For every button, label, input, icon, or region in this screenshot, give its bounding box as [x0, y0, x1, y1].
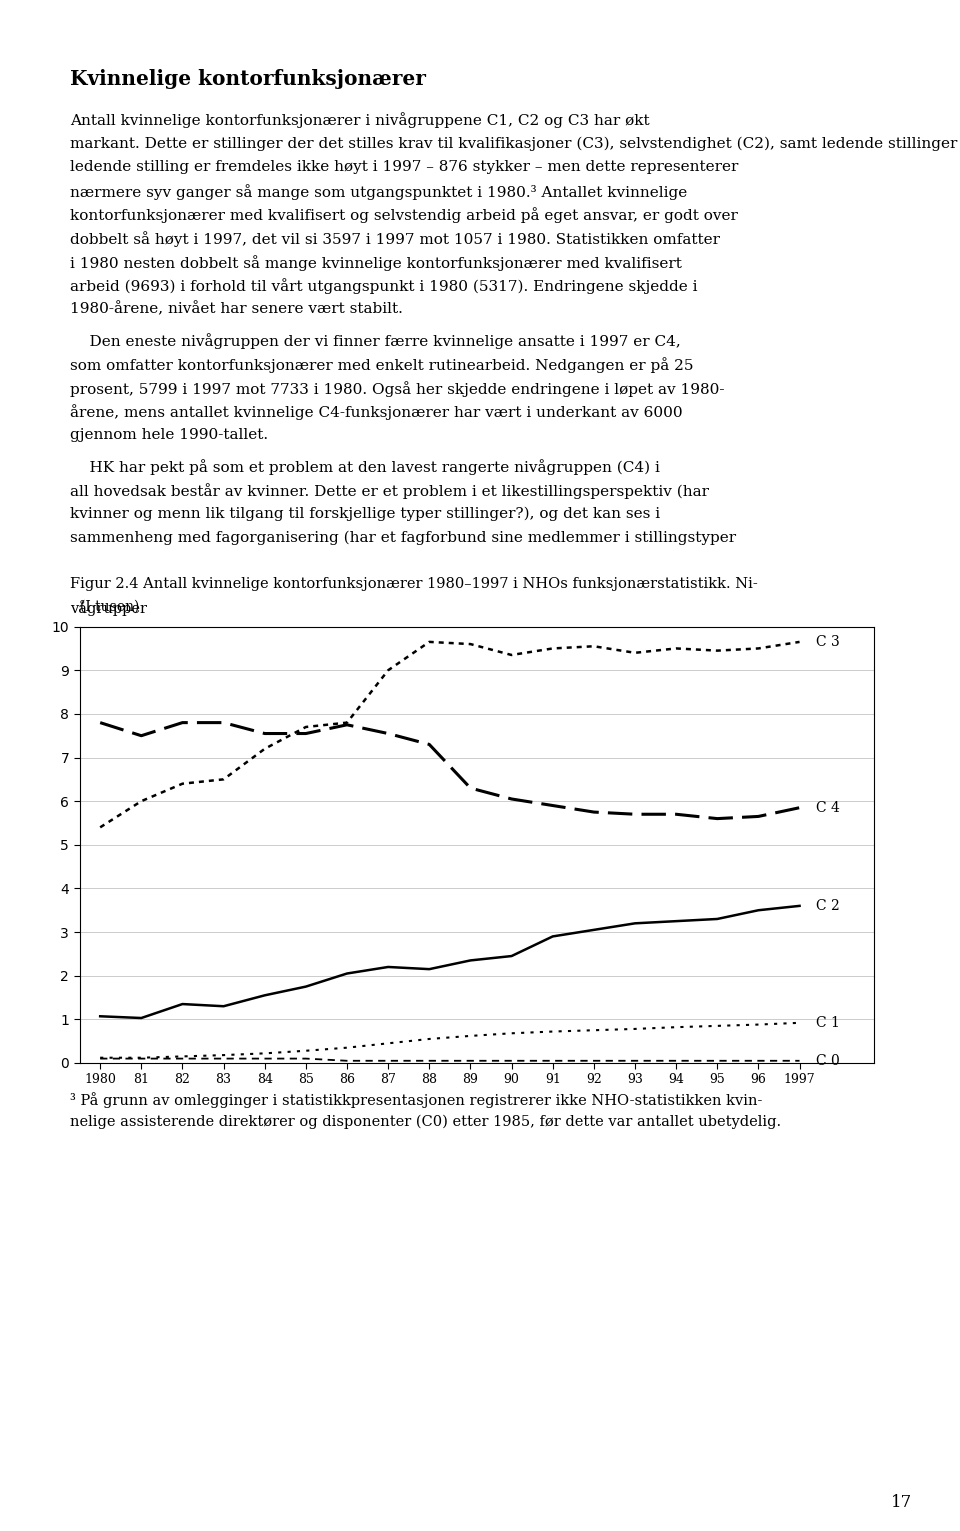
Text: nærmere syv ganger så mange som utgangspunktet i 1980.³ Antallet kvinnelige: nærmere syv ganger så mange som utgangsp…	[70, 184, 687, 199]
Text: arbeid (9693) i forhold til vårt utgangspunkt i 1980 (5317). Endringene skjedde : arbeid (9693) i forhold til vårt utgangs…	[70, 279, 698, 294]
Text: Figur 2.4 Antall kvinnelige kontorfunksjonærer 1980–1997 i NHOs funksjonærstatis: Figur 2.4 Antall kvinnelige kontorfunksj…	[70, 577, 757, 591]
Text: 1980-årene, nivået har senere vært stabilt.: 1980-årene, nivået har senere vært stabi…	[70, 302, 403, 317]
Text: kontorfunksjonærer med kvalifisert og selvstendig arbeid på eget ansvar, er godt: kontorfunksjonærer med kvalifisert og se…	[70, 207, 738, 224]
Text: Den eneste nivågruppen der vi finner færre kvinnelige ansatte i 1997 er C4,: Den eneste nivågruppen der vi finner fær…	[70, 334, 681, 349]
Text: HK har pekt på som et problem at den lavest rangerte nivågruppen (C4) i: HK har pekt på som et problem at den lav…	[70, 459, 660, 475]
Text: ledende stilling er fremdeles ikke høyt i 1997 – 876 stykker – men dette represe: ledende stilling er fremdeles ikke høyt …	[70, 159, 738, 175]
Text: all hovedsak består av kvinner. Dette er et problem i et likestillingsperspektiv: all hovedsak består av kvinner. Dette er…	[70, 484, 709, 499]
Text: Kvinnelige kontorfunksjonærer: Kvinnelige kontorfunksjonærer	[70, 69, 426, 89]
Text: vågrupper: vågrupper	[70, 600, 147, 615]
Text: (I tusen): (I tusen)	[80, 600, 139, 614]
Text: i 1980 nesten dobbelt så mange kvinnelige kontorfunksjonærer med kvalifisert: i 1980 nesten dobbelt så mange kvinnelig…	[70, 254, 682, 271]
Text: 17: 17	[891, 1494, 912, 1511]
Text: markant. Dette er stillinger der det stilles krav til kvalifikasjoner (C3), selv: markant. Dette er stillinger der det sti…	[70, 136, 960, 150]
Text: dobbelt så høyt i 1997, det vil si 3597 i 1997 mot 1057 i 1980. Statistikken omf: dobbelt så høyt i 1997, det vil si 3597 …	[70, 231, 720, 246]
Text: årene, mens antallet kvinnelige C4-funksjonærer har vært i underkant av 6000: årene, mens antallet kvinnelige C4-funks…	[70, 404, 683, 421]
Text: kvinner og menn lik tilgang til forskjellige typer stillinger?), og det kan ses : kvinner og menn lik tilgang til forskjel…	[70, 507, 660, 521]
Text: C 3: C 3	[816, 635, 840, 649]
Text: prosent, 5799 i 1997 mot 7733 i 1980. Også her skjedde endringene i løpet av 198: prosent, 5799 i 1997 mot 7733 i 1980. Og…	[70, 381, 725, 397]
Text: som omfatter kontorfunksjonærer med enkelt rutinearbeid. Nedgangen er på 25: som omfatter kontorfunksjonærer med enke…	[70, 357, 693, 374]
Text: Antall kvinnelige kontorfunksjonærer i nivågruppene C1, C2 og C3 har økt: Antall kvinnelige kontorfunksjonærer i n…	[70, 113, 650, 129]
Text: C 0: C 0	[816, 1053, 840, 1067]
Text: sammenheng med fagorganisering (har et fagforbund sine medlemmer i stillingstype: sammenheng med fagorganisering (har et f…	[70, 530, 736, 545]
Text: C 4: C 4	[816, 801, 840, 814]
Text: C 2: C 2	[816, 899, 840, 912]
Text: ³ På grunn av omlegginger i statistikkpresentasjonen registrerer ikke NHO-statis: ³ På grunn av omlegginger i statistikkpr…	[70, 1092, 762, 1108]
Text: nelige assisterende direktører og disponenter (C0) etter 1985, før dette var ant: nelige assisterende direktører og dispon…	[70, 1115, 781, 1130]
Text: C 1: C 1	[816, 1015, 840, 1030]
Text: gjennom hele 1990-tallet.: gjennom hele 1990-tallet.	[70, 429, 268, 442]
